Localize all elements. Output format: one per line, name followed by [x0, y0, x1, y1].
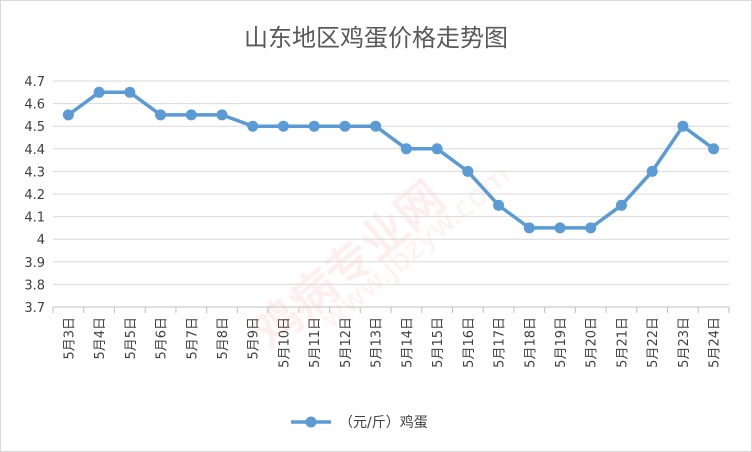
data-point	[585, 222, 597, 234]
x-tick-label: 5月22日	[646, 317, 661, 368]
x-tick-label: 5月20日	[585, 317, 600, 368]
data-point	[400, 143, 412, 155]
legend-swatch-marker	[305, 416, 317, 428]
x-tick-label: 5月21日	[615, 317, 630, 368]
x-tick-label: 5月11日	[308, 317, 323, 368]
legend: （元/斤）鸡蛋	[291, 414, 428, 431]
chart-title: 山东地区鸡蛋价格走势图	[244, 24, 508, 52]
y-tick-label: 4.3	[24, 165, 45, 180]
data-point	[370, 120, 382, 132]
x-tick-label: 5月14日	[400, 317, 415, 368]
data-point	[646, 165, 658, 177]
y-tick-label: 3.8	[24, 278, 45, 293]
series-line	[67, 90, 715, 230]
x-tick-label: 5月3日	[62, 317, 77, 360]
data-point	[62, 109, 74, 121]
data-point	[185, 109, 197, 121]
x-tick-label: 5月24日	[708, 317, 723, 368]
y-tick-label: 4.5	[24, 120, 45, 135]
data-point	[431, 143, 443, 155]
x-axis: 5月3日 5月4日 5月5日 5月6日 5月7日 5月8日 5月9日 5月10日 5月11日 5月…	[52, 306, 730, 368]
y-tick-label: 4.2	[24, 188, 45, 203]
y-axis: 3.7 3.8 3.9 4 4.1 4.2 4.3 4.4 4.5 4.6 4.7	[24, 75, 45, 316]
x-tick-label: 5月12日	[339, 317, 354, 368]
data-point	[615, 199, 627, 211]
x-tick-label: 5月15日	[431, 317, 446, 368]
x-tick-label: 5月9日	[247, 317, 262, 360]
data-point	[216, 109, 228, 121]
x-tick-label: 5月17日	[493, 317, 508, 368]
y-tick-label: 4.4	[24, 143, 45, 158]
data-point	[155, 109, 167, 121]
data-point	[277, 120, 289, 132]
x-tick-label: 5月13日	[370, 317, 385, 368]
data-point	[462, 165, 474, 177]
data-point	[493, 199, 505, 211]
x-tick-label: 5月10日	[277, 317, 292, 368]
y-tick-label: 4.7	[24, 75, 45, 90]
data-point	[708, 143, 720, 155]
data-point	[308, 120, 320, 132]
x-tick-label: 5月16日	[462, 317, 477, 368]
x-tick-label: 5月6日	[155, 317, 170, 360]
legend-label: （元/斤）鸡蛋	[339, 414, 428, 431]
data-point	[339, 120, 351, 132]
x-tick-label: 5月18日	[523, 317, 538, 368]
x-tick-label: 5月5日	[124, 317, 139, 360]
grid	[53, 80, 729, 285]
data-point	[554, 222, 566, 234]
y-tick-label: 4.6	[24, 98, 45, 113]
data-point	[93, 86, 105, 98]
x-tick-label: 5月7日	[185, 317, 200, 360]
y-tick-label: 4	[37, 233, 45, 248]
data-point	[124, 86, 136, 98]
data-point	[677, 120, 689, 132]
y-tick-label: 3.9	[24, 256, 45, 271]
x-tick-label: 5月8日	[216, 317, 231, 360]
series-layer	[62, 86, 720, 234]
data-point	[247, 120, 259, 132]
y-tick-label: 3.7	[24, 301, 45, 316]
y-tick-label: 4.1	[24, 211, 45, 226]
x-tick-label: 5月4日	[93, 317, 108, 360]
x-tick-label: 5月23日	[677, 317, 692, 368]
x-tick-label: 5月19日	[554, 317, 569, 368]
data-point	[523, 222, 535, 234]
